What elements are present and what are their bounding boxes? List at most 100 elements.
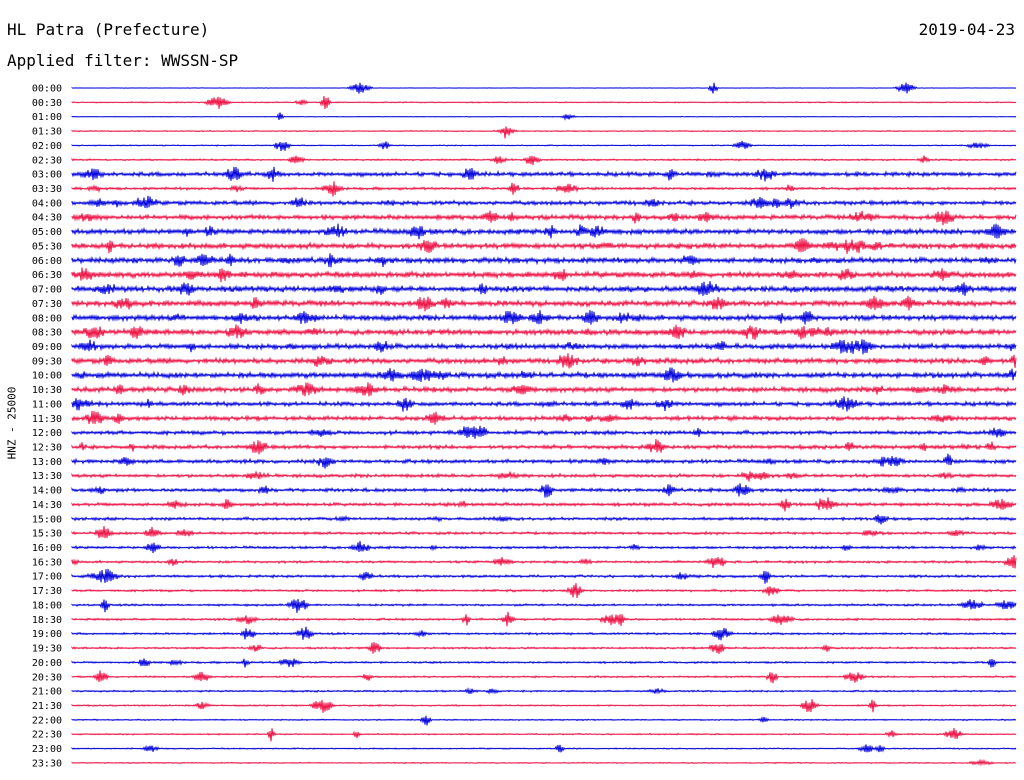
trace-line: [71, 396, 1017, 412]
trace-line: [71, 95, 1017, 110]
row-label: 19:00: [32, 629, 62, 640]
trace-line: [71, 758, 1017, 767]
trace-line: [71, 238, 1017, 254]
trace-line: [71, 626, 1017, 641]
trace-line: [71, 140, 1017, 152]
row-label: 10:00: [32, 371, 62, 382]
row-label: 20:00: [32, 658, 62, 669]
row-label: 02:00: [32, 141, 62, 152]
row-label: 10:30: [32, 385, 62, 396]
trace-line: [71, 367, 1017, 383]
row-label: 21:00: [32, 687, 62, 698]
row-label: 16:00: [32, 543, 62, 554]
trace-line: [71, 658, 1017, 668]
trace-line: [71, 267, 1017, 283]
trace-line: [71, 281, 1017, 296]
trace-line: [71, 439, 1017, 455]
row-label: 13:00: [32, 457, 62, 468]
trace-line: [71, 382, 1017, 397]
row-label: 03:00: [32, 170, 62, 181]
row-label: 19:30: [32, 644, 62, 655]
row-label: 15:00: [32, 514, 62, 525]
trace-line: [71, 295, 1017, 312]
station-title: HL Patra (Prefecture): [7, 20, 210, 39]
row-label: 09:30: [32, 356, 62, 367]
row-label: 12:00: [32, 428, 62, 439]
row-label: 04:30: [32, 213, 62, 224]
row-label: 23:30: [32, 758, 62, 769]
row-label: 00:00: [32, 84, 62, 95]
trace-line: [71, 410, 1017, 425]
trace-line: [71, 155, 1017, 166]
trace-line: [71, 166, 1017, 182]
trace-line: [71, 195, 1017, 209]
row-label: 20:30: [32, 672, 62, 683]
trace-line: [71, 540, 1017, 554]
row-label: 14:00: [32, 486, 62, 497]
row-label: 14:30: [32, 500, 62, 511]
row-label: 17:00: [32, 572, 62, 583]
row-label: 08:00: [32, 313, 62, 324]
row-label: 00:30: [32, 98, 62, 109]
row-label: 05:00: [32, 227, 62, 238]
row-label: 06:00: [32, 256, 62, 267]
trace-line: [71, 324, 1017, 340]
trace-line: [71, 483, 1017, 498]
trace-line: [71, 425, 1017, 439]
trace-line: [71, 353, 1017, 369]
trace-line: [71, 514, 1017, 525]
row-label: 07:30: [32, 299, 62, 310]
row-label: 04:00: [32, 198, 62, 209]
row-label: 02:30: [32, 155, 62, 166]
row-label: 01:00: [32, 112, 62, 123]
trace-line: [71, 583, 1017, 599]
trace-line: [71, 670, 1017, 684]
record-date: 2019-04-23: [918, 20, 1015, 39]
trace-line: [71, 598, 1017, 613]
trace-line: [71, 687, 1017, 695]
trace-line: [71, 126, 1017, 139]
trace-line: [71, 471, 1017, 482]
row-label: 22:00: [32, 715, 62, 726]
row-label: 05:30: [32, 241, 62, 252]
trace-line: [71, 727, 1017, 742]
row-label: 07:00: [32, 285, 62, 296]
trace-line: [71, 715, 1017, 726]
row-label: 21:30: [32, 701, 62, 712]
row-label: 15:30: [32, 529, 62, 540]
row-label: 01:30: [32, 127, 62, 138]
row-label: 18:00: [32, 600, 62, 611]
row-label: 08:30: [32, 328, 62, 339]
row-label: 03:30: [32, 184, 62, 195]
trace-line: [71, 744, 1017, 753]
trace-line: [71, 339, 1017, 355]
trace-line: [71, 223, 1017, 240]
row-label: 16:30: [32, 557, 62, 568]
trace-line: [71, 611, 1017, 627]
row-label: 11:00: [32, 399, 62, 410]
trace-line: [71, 181, 1017, 197]
row-label: 12:30: [32, 443, 62, 454]
trace-line: [71, 210, 1017, 226]
trace-line: [71, 82, 1017, 94]
trace-line: [71, 310, 1017, 325]
row-label: 22:30: [32, 730, 62, 741]
row-label: 11:30: [32, 414, 62, 425]
trace-line: [71, 112, 1017, 121]
row-label: 17:30: [32, 586, 62, 597]
trace-line: [71, 699, 1017, 713]
row-label: 13:30: [32, 471, 62, 482]
trace-line: [71, 568, 1017, 584]
trace-line: [71, 555, 1017, 569]
row-label: 09:00: [32, 342, 62, 353]
filter-label: Applied filter: WWSSN-SP: [7, 51, 239, 70]
row-label: 18:30: [32, 615, 62, 626]
row-label: 06:30: [32, 270, 62, 281]
trace-line: [71, 253, 1017, 268]
trace-line: [71, 453, 1017, 469]
trace-line: [71, 525, 1017, 539]
trace-line: [71, 641, 1017, 654]
trace-line: [71, 497, 1017, 512]
row-label: 23:00: [32, 744, 62, 755]
